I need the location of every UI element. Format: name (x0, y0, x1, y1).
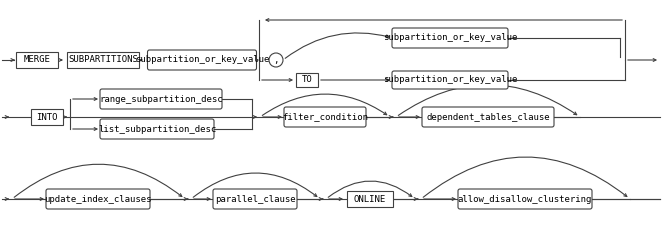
FancyBboxPatch shape (16, 52, 58, 68)
FancyBboxPatch shape (392, 71, 508, 89)
Text: INTO: INTO (36, 113, 58, 121)
Text: TO: TO (302, 76, 312, 84)
FancyBboxPatch shape (67, 52, 139, 68)
Text: range_subpartition_desc: range_subpartition_desc (99, 95, 223, 103)
Text: subpartition_or_key_value: subpartition_or_key_value (135, 55, 269, 65)
Text: MERGE: MERGE (23, 55, 50, 65)
FancyBboxPatch shape (284, 107, 366, 127)
FancyBboxPatch shape (458, 189, 592, 209)
FancyBboxPatch shape (296, 73, 318, 87)
Text: list_subpartition_desc: list_subpartition_desc (98, 124, 216, 134)
Circle shape (269, 53, 283, 67)
FancyBboxPatch shape (213, 189, 297, 209)
Text: ,: , (274, 55, 279, 65)
FancyBboxPatch shape (422, 107, 554, 127)
Text: dependent_tables_clause: dependent_tables_clause (426, 113, 550, 121)
FancyBboxPatch shape (31, 109, 63, 125)
Text: allow_disallow_clustering: allow_disallow_clustering (458, 194, 592, 204)
FancyBboxPatch shape (347, 191, 393, 207)
Text: subpartition_or_key_value: subpartition_or_key_value (383, 76, 517, 84)
FancyBboxPatch shape (100, 119, 214, 139)
FancyBboxPatch shape (100, 89, 222, 109)
Text: parallel_clause: parallel_clause (215, 194, 295, 204)
Text: subpartition_or_key_value: subpartition_or_key_value (383, 33, 517, 43)
FancyBboxPatch shape (46, 189, 150, 209)
FancyBboxPatch shape (392, 28, 508, 48)
Text: filter_condition: filter_condition (282, 113, 368, 121)
FancyBboxPatch shape (147, 50, 256, 70)
Text: SUBPARTITIONS: SUBPARTITIONS (68, 55, 138, 65)
Text: update_index_clauses: update_index_clauses (44, 194, 152, 204)
Text: ONLINE: ONLINE (354, 194, 386, 204)
